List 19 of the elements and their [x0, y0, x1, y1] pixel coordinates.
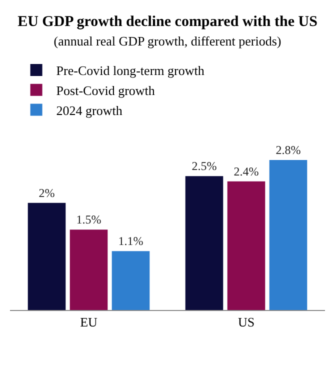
data-label: 1.1%	[118, 234, 144, 248]
chart-subtitle: (annual real GDP growth, different periods)	[54, 33, 282, 48]
data-label: 2.8%	[276, 143, 301, 157]
legend-label: 2024 growth	[56, 102, 123, 118]
chart-title: EU GDP growth decline compared with the US	[18, 14, 318, 30]
data-label: 2%	[38, 186, 55, 200]
bar	[70, 230, 108, 310]
x-tick-label: EU	[80, 314, 98, 330]
legend-label: Post-Covid growth	[56, 82, 156, 98]
data-label: 2.5%	[192, 159, 217, 174]
bar	[28, 202, 66, 310]
bar	[112, 251, 150, 310]
legend-label: Pre-Covid long-term growth	[56, 63, 205, 78]
data-label: 1.5%	[76, 212, 102, 227]
data-label: 2.4%	[234, 164, 259, 178]
x-tick-label: US	[238, 314, 255, 330]
bar	[227, 181, 266, 310]
bar	[185, 176, 224, 310]
bar	[269, 160, 308, 310]
